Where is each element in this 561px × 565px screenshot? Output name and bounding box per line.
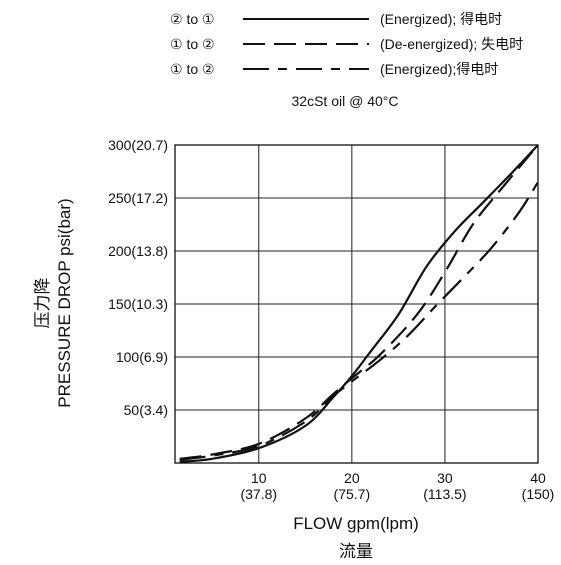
y-axis-label-cn: 压力降 — [33, 278, 53, 329]
series-line-dashdot — [179, 181, 539, 461]
legend-entry-label: ① to ② — [170, 36, 215, 52]
x-tick-sublabel: (113.5) — [423, 486, 466, 502]
x-tick-label: 40 — [530, 470, 546, 486]
chart-subtitle: 32cSt oil @ 40°C — [292, 93, 399, 109]
x-tick-sublabel: (37.8) — [240, 486, 277, 502]
series-line-dashed — [179, 144, 539, 460]
legend-entry-label: ② to ① — [170, 11, 215, 27]
series-group — [179, 144, 539, 463]
legend-entry-description: (Energized);得电时 — [380, 61, 498, 77]
x-axis-label-cn: 流量 — [339, 542, 373, 562]
plot-frame — [174, 144, 539, 464]
legend-entry-label: ① to ② — [170, 61, 215, 77]
y-tick-label: 150(10.3) — [108, 296, 168, 312]
y-axis-label: PRESSURE DROP psi(bar) — [55, 198, 74, 407]
y-tick-label: 50(3.4) — [124, 402, 168, 418]
y-tick-label: 200(13.8) — [108, 243, 168, 259]
x-tick-sublabel: (75.7) — [334, 486, 371, 502]
legend-entry-description: (De-energized); 失电时 — [380, 36, 523, 52]
x-axis-label: FLOW gpm(lpm) — [293, 514, 419, 533]
series-line-solid — [179, 144, 539, 463]
grid-lines — [175, 144, 539, 463]
y-tick-label: 300(20.7) — [108, 137, 168, 153]
x-tick-labels: 10(37.8) 20(75.7) 30(113.5) 40(150) — [240, 470, 554, 502]
y-tick-label: 100(6.9) — [116, 349, 168, 365]
legend-entry-description: (Energized); 得电时 — [380, 11, 502, 27]
x-tick-sublabel: (150) — [522, 486, 555, 502]
x-tick-label: 20 — [344, 470, 360, 486]
y-tick-labels: 50(3.4) 100(6.9) 150(10.3) 200(13.8) 250(17.… — [108, 137, 168, 418]
x-tick-label: 10 — [251, 470, 267, 486]
x-tick-label: 30 — [437, 470, 453, 486]
y-tick-label: 250(17.2) — [108, 190, 168, 206]
legend: ② to ① (Energized); 得电时 ① to ② (De-energize… — [170, 11, 523, 77]
